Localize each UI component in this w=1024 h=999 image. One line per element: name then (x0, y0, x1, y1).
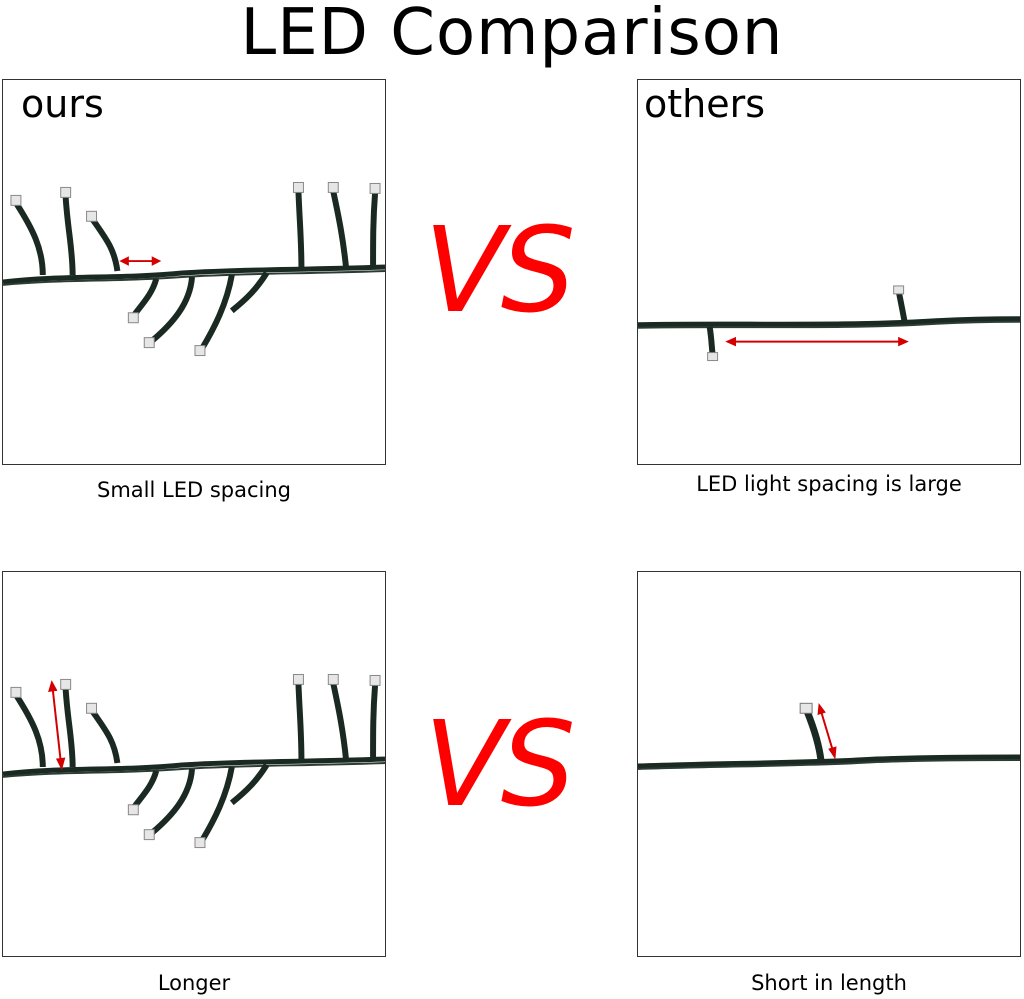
ours-spacing-illustration (3, 181, 385, 357)
ours-spacing-caption: Small LED spacing (97, 478, 291, 502)
length-arrow (48, 680, 66, 771)
spacing-arrow (725, 336, 909, 347)
vs-label-bottom: VS (424, 695, 576, 833)
others-length-panel (637, 571, 1021, 957)
led-string-others (638, 702, 1020, 770)
led-string-others (638, 285, 1020, 362)
spacing-arrow (119, 256, 162, 266)
ours-label: ours (21, 82, 104, 126)
others-length-illustration (638, 702, 1020, 770)
others-length-caption: Short in length (751, 971, 907, 995)
led-string-ours (3, 181, 385, 357)
vs-label-top: VS (424, 201, 576, 339)
others-label: others (644, 82, 766, 126)
ours-spacing-panel: ours (2, 79, 386, 465)
others-spacing-panel: others (637, 79, 1021, 465)
ours-length-illustration (3, 673, 385, 849)
led-string-ours (3, 673, 385, 849)
ours-length-caption: Longer (157, 971, 231, 995)
others-spacing-caption: LED light spacing is large (696, 472, 962, 496)
ours-length-panel (2, 571, 386, 957)
others-spacing-illustration (638, 285, 1020, 362)
length-arrow (817, 702, 837, 760)
page-title: LED Comparison (240, 0, 784, 70)
